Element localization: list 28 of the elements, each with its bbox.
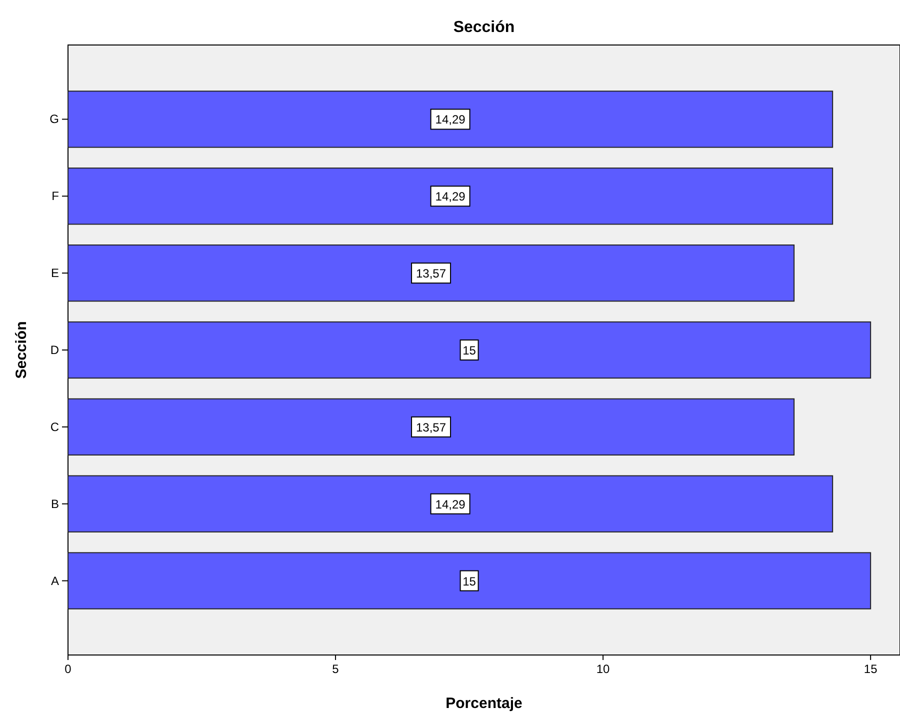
y-tick-label: G bbox=[50, 112, 59, 126]
y-tick-label: D bbox=[50, 343, 60, 357]
bar bbox=[68, 552, 872, 610]
y-axis-title: Sección bbox=[13, 321, 30, 379]
data-label: 14,29 bbox=[435, 497, 466, 512]
y-tick-label: A bbox=[50, 574, 59, 588]
data-label: 14,29 bbox=[435, 112, 466, 127]
x-tick-label: 10 bbox=[596, 662, 610, 676]
x-axis-title: Porcentaje bbox=[446, 695, 522, 712]
y-tick-label: C bbox=[50, 420, 60, 434]
x-tick-label: 15 bbox=[864, 662, 878, 676]
data-label: 15 bbox=[462, 344, 476, 358]
bar bbox=[68, 398, 795, 456]
y-tick-label: E bbox=[50, 266, 59, 280]
x-tick-label: 5 bbox=[332, 662, 340, 676]
chart-title: Sección bbox=[453, 19, 515, 36]
data-label: 15 bbox=[462, 574, 476, 588]
data-label: 13,57 bbox=[416, 420, 446, 434]
y-tick-label: B bbox=[50, 496, 59, 511]
x-tick-label: 0 bbox=[64, 662, 72, 676]
bar bbox=[68, 475, 834, 532]
bar bbox=[68, 90, 834, 148]
bar bbox=[68, 321, 872, 379]
bar bbox=[68, 244, 795, 302]
data-label: 13,57 bbox=[416, 266, 446, 281]
bar bbox=[68, 168, 834, 225]
y-tick-label: F bbox=[52, 189, 59, 204]
data-label: 14,29 bbox=[435, 190, 466, 204]
